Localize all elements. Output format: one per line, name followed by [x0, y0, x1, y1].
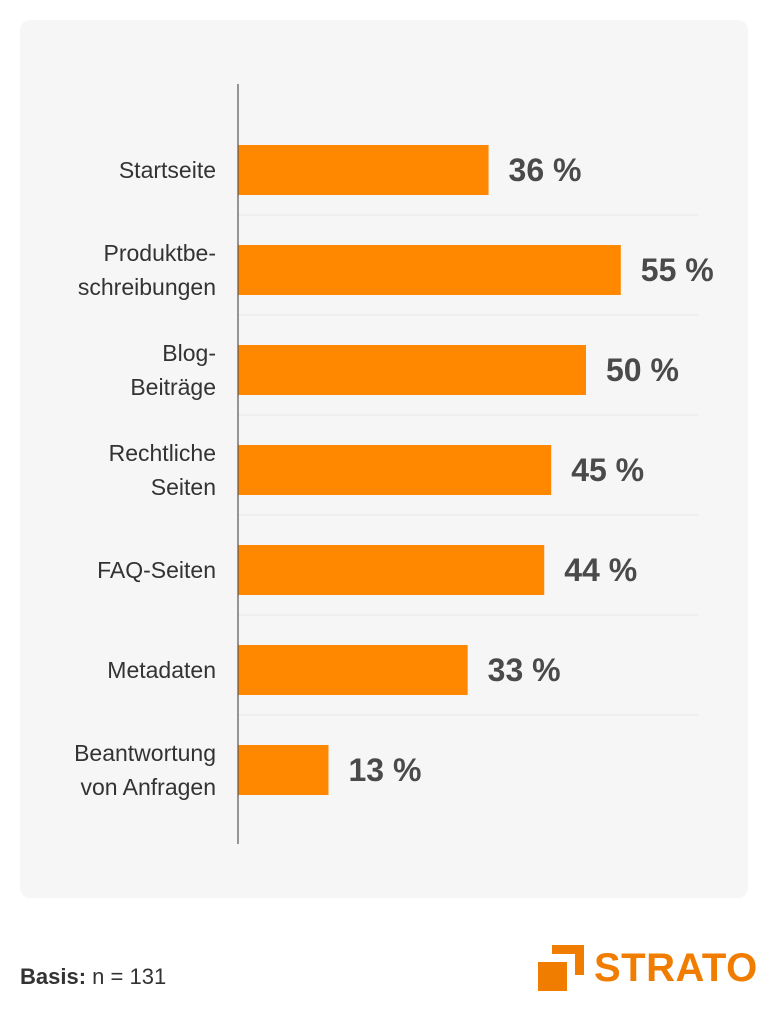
- bar-chart: 36 % Startseite 55 % Produktbe-schreibungen…: [74, 84, 714, 844]
- basis-value: n = 131: [92, 964, 167, 989]
- bar: [238, 545, 545, 595]
- value-label: 50 %: [606, 352, 679, 388]
- value-label: 44 %: [564, 552, 637, 588]
- bar: [238, 645, 468, 695]
- basis-note: Basis: n = 131: [20, 964, 166, 990]
- value-label: 45 %: [571, 452, 644, 488]
- basis-label: Basis:: [20, 964, 87, 989]
- category-label: Beantwortung: [74, 740, 216, 766]
- category-label: Blog-: [162, 340, 216, 366]
- bar: [238, 145, 489, 195]
- category-label: Startseite: [119, 157, 216, 183]
- bar: [238, 345, 586, 395]
- category-label: schreibungen: [78, 274, 216, 300]
- bar: [238, 245, 621, 295]
- category-label: Produktbe-: [103, 240, 216, 266]
- category-label: Seiten: [151, 474, 216, 500]
- category-label: FAQ-Seiten: [97, 557, 216, 583]
- bar: [238, 445, 552, 495]
- category-label: Metadaten: [107, 657, 216, 683]
- brand-name: STRATO: [594, 945, 758, 990]
- value-label: 36 %: [509, 152, 582, 188]
- value-label: 33 %: [488, 652, 561, 688]
- value-label: 13 %: [348, 752, 421, 788]
- category-label: Beiträge: [130, 374, 216, 400]
- strato-logo-icon: [538, 945, 584, 991]
- value-label: 55 %: [641, 252, 714, 288]
- category-label: von Anfragen: [80, 774, 216, 800]
- strato-logo: STRATO: [538, 944, 758, 992]
- bar: [238, 745, 329, 795]
- category-label: Rechtliche: [109, 440, 216, 466]
